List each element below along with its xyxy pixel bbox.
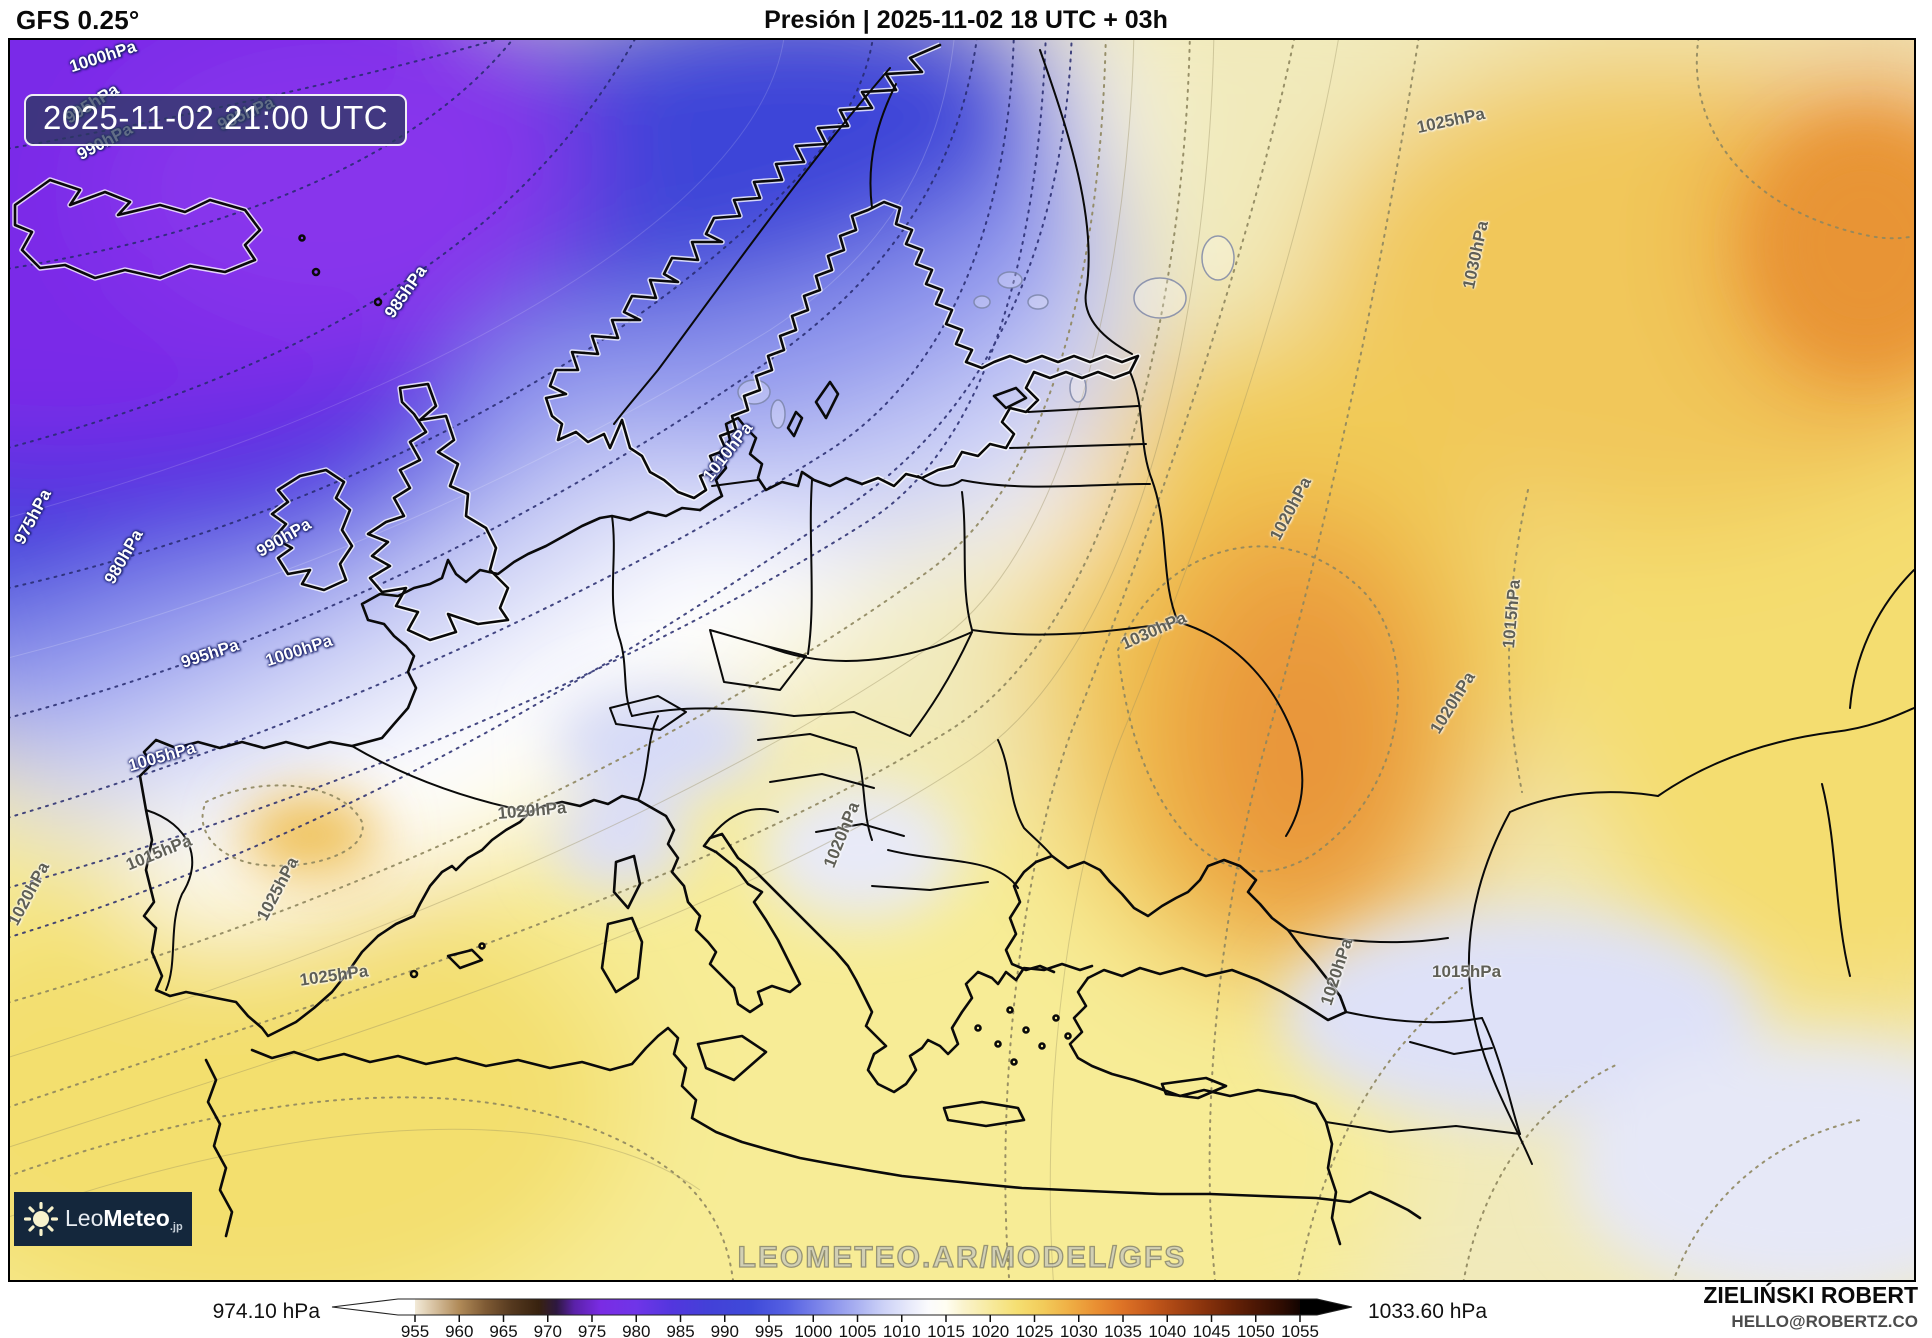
watermark: LEOMETEO.AR/MODEL/GFS (737, 1240, 1187, 1274)
timestamp-overlay: 2025-11-02 21:00 UTC (24, 94, 408, 146)
svg-text:1010: 1010 (883, 1322, 921, 1338)
svg-text:1030: 1030 (1060, 1322, 1098, 1338)
svg-text:990: 990 (711, 1322, 739, 1338)
svg-text:1055: 1055 (1281, 1322, 1319, 1338)
pressure-field-layer (10, 40, 1914, 1280)
logo-wordmark: LeoMeteo.jp (65, 1205, 183, 1233)
svg-text:975: 975 (578, 1322, 606, 1338)
svg-text:1050: 1050 (1237, 1322, 1275, 1338)
svg-text:1035: 1035 (1104, 1322, 1142, 1338)
colorbar-bar (331, 1298, 1353, 1316)
svg-text:960: 960 (445, 1322, 473, 1338)
svg-text:995: 995 (755, 1322, 783, 1338)
svg-text:1015: 1015 (927, 1322, 965, 1338)
pressure-colorbar: 955 960 965 970 975 980 985 990 995 1000 1005 1010 1… (331, 1298, 1353, 1338)
borders-layer (145, 49, 1914, 1165)
svg-text:980: 980 (622, 1322, 650, 1338)
coastline-layer (13, 43, 1422, 1246)
author-credit: ZIELIŃSKI ROBERT (1703, 1282, 1918, 1308)
lakes-layer (737, 235, 1235, 429)
model-label: GFS 0.25° (16, 5, 140, 35)
sun-icon (24, 1202, 58, 1236)
pressure-field-detail-layer (240, 125, 1914, 1280)
svg-text:1020: 1020 (971, 1322, 1009, 1338)
svg-text:965: 965 (489, 1322, 517, 1338)
map-canvas (10, 40, 1914, 1280)
pressure-map: 1000hPa995hPa985hPa990hPa985hPa975hPa980… (8, 38, 1916, 1282)
svg-text:970: 970 (534, 1322, 562, 1338)
svg-text:1000: 1000 (794, 1322, 832, 1338)
max-pressure-label: 1033.60 hPa (1368, 1300, 1488, 1323)
author-email: HELLO@ROBERTZ.CO (1731, 1312, 1918, 1331)
colorbar-ticks: 955 960 965 970 975 980 985 990 995 1000 1005 1010 1… (401, 1315, 1319, 1338)
svg-text:955: 955 (401, 1322, 429, 1338)
minor-contours-layer (10, 40, 1339, 1280)
leometeo-logo: LeoMeteo.jp (14, 1192, 192, 1246)
svg-text:1045: 1045 (1193, 1322, 1231, 1338)
svg-text:1040: 1040 (1148, 1322, 1186, 1338)
svg-text:1005: 1005 (839, 1322, 877, 1338)
svg-text:1025: 1025 (1016, 1322, 1054, 1338)
min-pressure-label: 974.10 hPa (212, 1300, 320, 1323)
svg-text:985: 985 (666, 1322, 694, 1338)
page-title: Presión | 2025-11-02 18 UTC + 03h (764, 6, 1168, 34)
